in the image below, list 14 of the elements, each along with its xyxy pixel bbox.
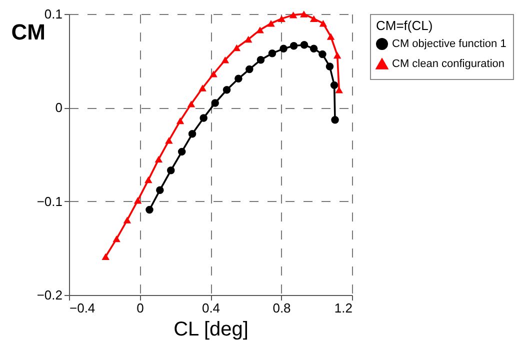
legend-label: CM clean configuration <box>392 58 505 70</box>
y-tick-label: −0.2 <box>36 288 62 302</box>
y-tick-label: 0 <box>55 100 62 116</box>
x-axis-title: CL [deg] <box>174 318 248 340</box>
x-tick-label: 0.4 <box>202 300 220 316</box>
x-tick-label: 1.2 <box>334 300 352 316</box>
x-tick-label: 0.8 <box>272 300 291 316</box>
y-axis-title: CM <box>11 20 46 44</box>
legend-title: CM=f(CL) <box>376 18 433 33</box>
x-tick-label: −0.4 <box>70 300 96 316</box>
legend-label: CM objective function 1 <box>392 38 506 50</box>
y-tick-label: −0.1 <box>36 194 62 209</box>
y-tick-label: 0.1 <box>44 6 62 22</box>
x-tick-label: 0 <box>136 300 144 316</box>
